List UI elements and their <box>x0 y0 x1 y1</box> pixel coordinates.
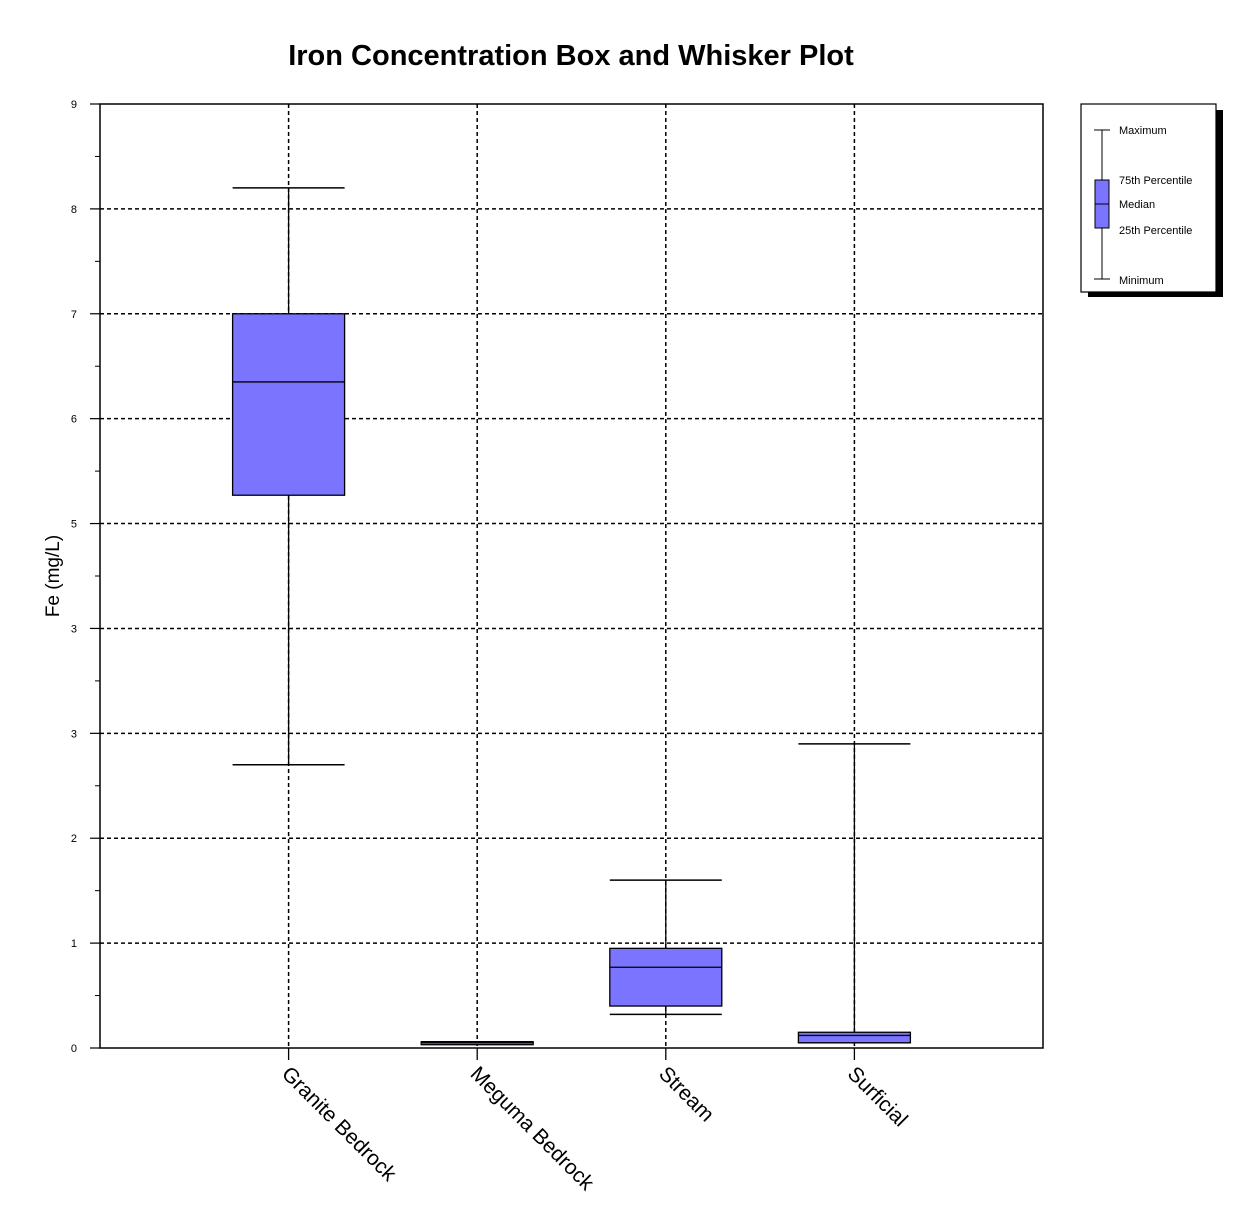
legend-item-label: Maximum <box>1119 125 1167 137</box>
y-tick-label: 8 <box>71 204 77 216</box>
y-tick-label: 0 <box>71 1043 77 1055</box>
legend-item-label: Minimum <box>1119 275 1164 287</box>
x-tick-label: Surficial <box>843 1062 912 1131</box>
x-tick-label: Granite Bedrock <box>277 1062 401 1186</box>
x-axis: Granite Bedrock Meguma Bedrock Stream Surfi… <box>277 1048 912 1195</box>
grid-lines <box>100 104 1043 1048</box>
box-granite-bedrock <box>231 187 346 766</box>
box-meguma-bedrock <box>420 1040 534 1046</box>
chart-title: Iron Concentration Box and Whisker Plot <box>288 40 854 72</box>
y-tick-label: 2 <box>71 833 77 845</box>
x-tick-label: Stream <box>654 1062 718 1126</box>
iqr-box <box>797 1031 912 1044</box>
legend-item-label: 25th Percentile <box>1119 225 1192 237</box>
box-stream <box>609 879 723 1016</box>
legend: Maximum 75th Percentile Median 25th Percent… <box>1080 103 1223 297</box>
legend-item-label: 75th Percentile <box>1119 175 1192 187</box>
y-axis-label: Fe (mg/L) <box>43 535 64 617</box>
box-surficial <box>797 743 912 1044</box>
y-tick-label: 9 <box>71 99 77 111</box>
y-tick-label: 1 <box>71 938 77 950</box>
y-tick-label: 3 <box>71 623 77 635</box>
y-tick-label: 7 <box>71 309 77 321</box>
iqr-box <box>609 947 723 1007</box>
boxes <box>231 187 912 1046</box>
y-axis: 0 1 2 3 3 5 6 7 8 9 <box>71 99 100 1055</box>
legend-item-label: Median <box>1119 199 1155 211</box>
y-tick-label: 3 <box>71 728 77 740</box>
x-tick-label: Meguma Bedrock <box>466 1062 599 1195</box>
iqr-box <box>231 313 346 496</box>
plot-area <box>99 103 1044 1049</box>
y-tick-label: 6 <box>71 414 77 426</box>
y-tick-label: 5 <box>71 519 77 531</box>
